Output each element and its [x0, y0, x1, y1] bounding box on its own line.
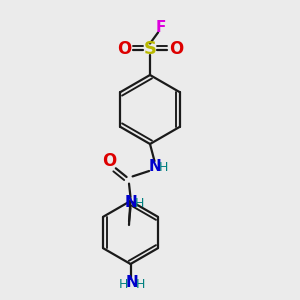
Text: N: N	[148, 159, 161, 174]
Text: H: H	[135, 197, 144, 210]
Text: H: H	[119, 278, 129, 291]
Text: N: N	[124, 195, 137, 210]
Text: H: H	[159, 161, 168, 174]
Text: H: H	[136, 278, 145, 291]
Text: S: S	[143, 40, 157, 58]
Text: O: O	[102, 152, 117, 169]
Text: O: O	[169, 40, 183, 58]
Text: F: F	[155, 20, 166, 34]
Text: O: O	[117, 40, 131, 58]
Text: N: N	[126, 275, 138, 290]
